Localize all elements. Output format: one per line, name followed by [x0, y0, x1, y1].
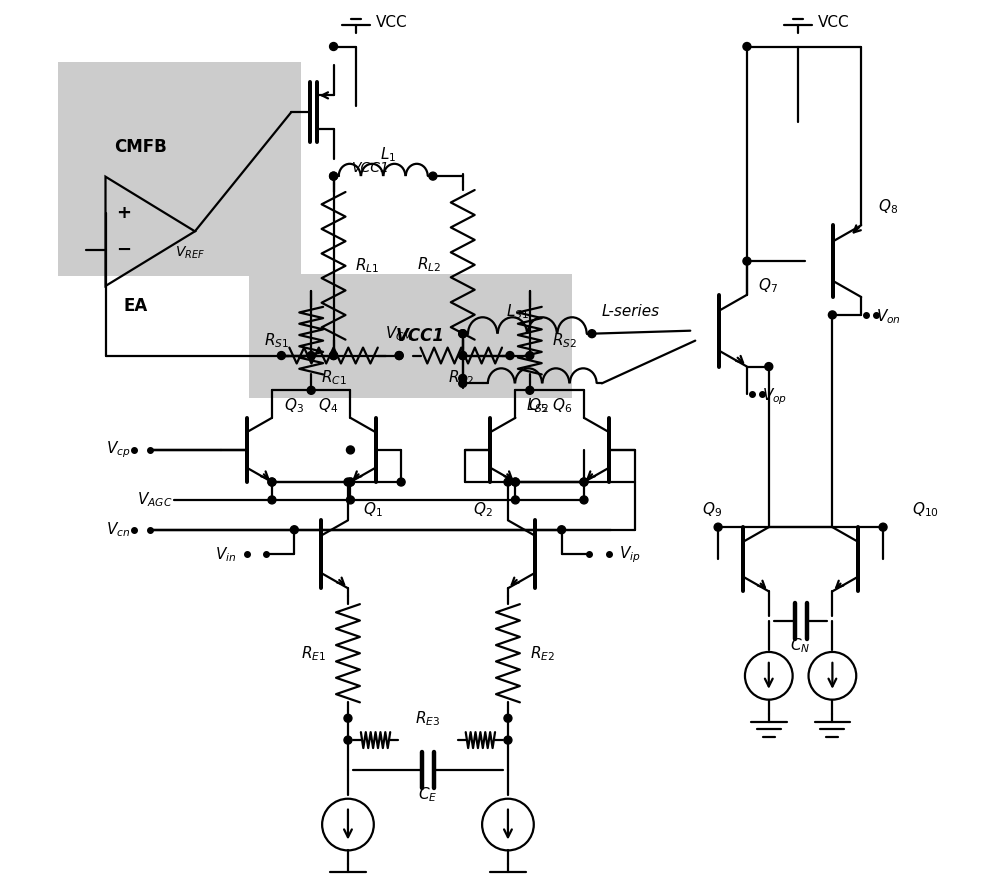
Text: +: +	[116, 204, 131, 222]
Circle shape	[580, 496, 588, 504]
Circle shape	[743, 42, 751, 50]
Text: $Q_9$: $Q_9$	[702, 500, 722, 519]
Circle shape	[268, 478, 276, 486]
Circle shape	[526, 387, 534, 395]
Circle shape	[397, 478, 405, 486]
Circle shape	[504, 737, 512, 744]
Circle shape	[330, 352, 338, 359]
Circle shape	[459, 352, 467, 359]
Circle shape	[344, 478, 352, 486]
Text: $V_{op}$: $V_{op}$	[762, 386, 787, 407]
Text: $R_{S1}$: $R_{S1}$	[264, 331, 289, 350]
Text: $V_{cn}$: $V_{cn}$	[106, 521, 130, 539]
Circle shape	[330, 172, 338, 180]
Bar	[249, 274, 572, 398]
Circle shape	[504, 714, 512, 722]
Circle shape	[307, 352, 315, 359]
Circle shape	[330, 172, 338, 180]
Circle shape	[330, 352, 338, 359]
Circle shape	[344, 714, 352, 722]
Text: $R_{C1}$: $R_{C1}$	[321, 368, 346, 387]
Text: $V_{cp}$: $V_{cp}$	[106, 440, 130, 460]
Text: $Q_1$: $Q_1$	[363, 500, 383, 519]
Bar	[58, 63, 301, 276]
Text: $C_E$: $C_E$	[418, 785, 438, 804]
Text: −: −	[116, 241, 131, 258]
Circle shape	[511, 478, 519, 486]
Circle shape	[580, 478, 588, 486]
Circle shape	[346, 478, 354, 486]
Circle shape	[429, 172, 437, 180]
Text: $L_{S1}$: $L_{S1}$	[506, 302, 529, 322]
Text: $R_{L1}$: $R_{L1}$	[355, 256, 380, 275]
Circle shape	[511, 496, 519, 504]
Text: $Q_{10}$: $Q_{10}$	[912, 500, 939, 519]
Text: $V_{on}$: $V_{on}$	[876, 307, 901, 326]
Text: VCC: VCC	[818, 15, 850, 30]
Circle shape	[277, 352, 285, 359]
Text: $Q_6$: $Q_6$	[552, 396, 572, 415]
Text: $Q_3$: $Q_3$	[284, 396, 304, 415]
Circle shape	[511, 478, 519, 486]
Text: $Q_2$: $Q_2$	[473, 500, 493, 519]
Circle shape	[459, 374, 467, 382]
Circle shape	[828, 311, 836, 319]
Circle shape	[459, 380, 467, 388]
Text: $R_{E1}$: $R_{E1}$	[301, 644, 326, 663]
Text: $V_{REF}$: $V_{REF}$	[175, 245, 205, 262]
Text: $C_N$: $C_N$	[790, 637, 811, 655]
Text: L-series: L-series	[602, 304, 660, 319]
Text: $Q_5$: $Q_5$	[528, 396, 548, 415]
Circle shape	[395, 352, 403, 359]
Text: $Q_7$: $Q_7$	[758, 277, 778, 295]
Text: $L_1$: $L_1$	[380, 144, 396, 164]
Circle shape	[459, 329, 467, 337]
Circle shape	[588, 329, 596, 337]
Circle shape	[765, 363, 773, 371]
Text: VCC: VCC	[376, 15, 407, 30]
Circle shape	[307, 387, 315, 395]
Text: EA: EA	[123, 297, 147, 315]
Circle shape	[526, 352, 534, 359]
Circle shape	[346, 478, 354, 486]
Circle shape	[743, 257, 751, 265]
Text: CMFB: CMFB	[114, 137, 167, 156]
Circle shape	[580, 478, 588, 486]
Text: $V_{AGC}$: $V_{AGC}$	[137, 491, 172, 509]
Circle shape	[459, 352, 467, 359]
Circle shape	[268, 478, 276, 486]
Circle shape	[268, 496, 276, 504]
Text: $R_{E2}$: $R_{E2}$	[530, 644, 555, 663]
Text: $R_{E3}$: $R_{E3}$	[415, 709, 441, 728]
Text: $Q_4$: $Q_4$	[318, 396, 338, 415]
Text: VCC1: VCC1	[351, 161, 389, 175]
Text: $R_{C2}$: $R_{C2}$	[448, 368, 474, 387]
Circle shape	[290, 526, 298, 534]
Circle shape	[504, 478, 512, 486]
Circle shape	[714, 523, 722, 531]
Circle shape	[395, 352, 403, 359]
Circle shape	[879, 523, 887, 531]
Circle shape	[344, 737, 352, 744]
Circle shape	[459, 329, 467, 337]
Circle shape	[346, 496, 354, 504]
Text: $Q_8$: $Q_8$	[878, 197, 898, 216]
Text: $V_{CM}$: $V_{CM}$	[385, 324, 414, 343]
Text: VCC1: VCC1	[396, 327, 445, 344]
Circle shape	[558, 526, 566, 534]
Circle shape	[330, 42, 338, 50]
Text: $R_{L2}$: $R_{L2}$	[417, 255, 441, 274]
Text: $V_{in}$: $V_{in}$	[215, 545, 237, 564]
Text: $L_{S2}$: $L_{S2}$	[526, 396, 549, 415]
Text: $R_{S2}$: $R_{S2}$	[552, 331, 577, 350]
Circle shape	[346, 446, 354, 454]
Text: $V_{ip}$: $V_{ip}$	[619, 544, 641, 565]
Circle shape	[506, 352, 514, 359]
